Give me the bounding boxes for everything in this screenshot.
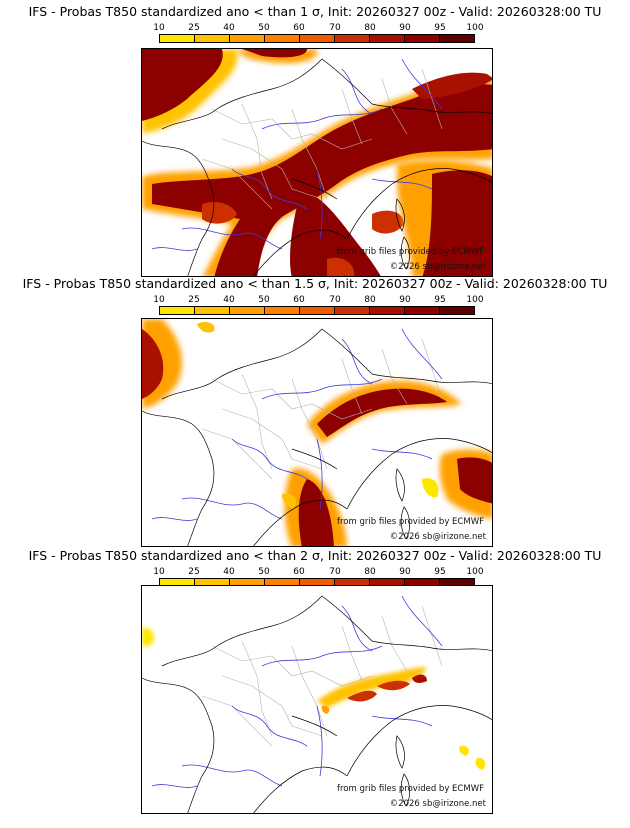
region-borders	[201, 605, 443, 747]
colorbar-tick: 80	[364, 23, 376, 33]
colorbar-segment	[300, 35, 335, 42]
credit-source: from grib files provided by ECMWF	[337, 784, 484, 794]
probability-field	[142, 49, 492, 276]
country-borders	[142, 595, 492, 813]
colorbar: 10 25 40 50 60 70 80 90 95 100	[153, 23, 484, 51]
rivers	[151, 58, 443, 251]
probability-field	[142, 627, 486, 770]
credit-copyright: ©2026 sb@irizone.net	[389, 799, 486, 809]
colorbar-tick: 90	[399, 295, 411, 305]
colorbar-segment	[265, 307, 300, 314]
colorbar-tick: 25	[188, 23, 200, 33]
colorbar-segment	[300, 307, 335, 314]
colorbar-segment	[230, 579, 265, 586]
probability-map: from grib files provided by ECMWF ©2026 …	[141, 48, 493, 277]
colorbar-tick: 95	[434, 23, 446, 33]
map-graphic	[142, 595, 492, 813]
map-graphic	[142, 319, 492, 546]
colorbar-segment	[195, 35, 230, 42]
colorbar-tick: 95	[434, 295, 446, 305]
colorbar-segment	[195, 579, 230, 586]
colorbar-segment	[440, 579, 474, 586]
colorbar-tick: 60	[293, 295, 305, 305]
colorbar-tick: 25	[188, 567, 200, 577]
colorbar-segment	[335, 307, 370, 314]
colorbar-segment	[335, 35, 370, 42]
credit-source: from grib files provided by ECMWF	[337, 517, 484, 527]
colorbar-tick: 100	[466, 295, 484, 305]
colorbar-tick: 70	[329, 23, 341, 33]
rivers	[151, 595, 443, 788]
colorbar-tick: 50	[258, 567, 270, 577]
colorbar-tick: 40	[223, 567, 235, 577]
colorbar-segment	[230, 307, 265, 314]
colorbar-tick: 40	[223, 295, 235, 305]
colorbar-segment	[335, 579, 370, 586]
region-borders	[201, 338, 443, 480]
colorbar-tick: 95	[434, 567, 446, 577]
colorbar-segment	[300, 579, 335, 586]
probability-map: from grib files provided by ECMWF ©2026 …	[141, 585, 493, 814]
colorbar-strip	[159, 34, 475, 43]
colorbar-segment	[160, 579, 195, 586]
colorbar-tick: 90	[399, 567, 411, 577]
panel-3: IFS - Probas T850 standardized ano < tha…	[0, 548, 630, 820]
colorbar-segment	[440, 307, 474, 314]
colorbar-segment	[405, 579, 440, 586]
credit-copyright: ©2026 sb@irizone.net	[389, 262, 486, 272]
country-borders	[142, 58, 492, 276]
colorbar-tick: 70	[329, 567, 341, 577]
colorbar-tick: 80	[364, 567, 376, 577]
region-borders	[201, 68, 443, 210]
panel-title: IFS - Probas T850 standardized ano < tha…	[28, 548, 602, 563]
colorbar-tick: 10	[153, 295, 165, 305]
colorbar-tick: 10	[153, 23, 165, 33]
colorbar-segment	[230, 35, 265, 42]
panel-1: IFS - Probas T850 standardized ano < tha…	[0, 4, 630, 277]
colorbar-tick: 70	[329, 295, 341, 305]
country-borders	[142, 328, 492, 546]
colorbar-segment	[405, 35, 440, 42]
panel-title: IFS - Probas T850 standardized ano < tha…	[22, 276, 608, 291]
colorbar-tick: 60	[293, 23, 305, 33]
colorbar-tick: 60	[293, 567, 305, 577]
colorbar-segment	[195, 307, 230, 314]
colorbar-tick: 90	[399, 23, 411, 33]
colorbar-segment	[160, 35, 195, 42]
colorbar-segment	[370, 307, 405, 314]
colorbar-segment	[160, 307, 195, 314]
colorbar-tick: 10	[153, 567, 165, 577]
colorbar-strip	[159, 306, 475, 315]
colorbar-tick: 40	[223, 23, 235, 33]
colorbar-tick: 80	[364, 295, 376, 305]
colorbar-segment	[370, 35, 405, 42]
rivers	[151, 328, 443, 521]
colorbar-segment	[370, 579, 405, 586]
colorbar-segment	[265, 579, 300, 586]
map-graphic	[142, 49, 492, 276]
colorbar-segment	[440, 35, 474, 42]
colorbar-tick: 50	[258, 295, 270, 305]
colorbar-tick: 100	[466, 567, 484, 577]
colorbar-tick: 25	[188, 295, 200, 305]
panel-2: IFS - Probas T850 standardized ano < tha…	[0, 276, 630, 548]
probability-field	[142, 319, 492, 546]
colorbar: 10 25 40 50 60 70 80 90 95 100	[153, 295, 484, 323]
credit-source: from grib files provided by ECMWF	[337, 247, 484, 257]
panel-title: IFS - Probas T850 standardized ano < tha…	[28, 4, 602, 19]
colorbar-segment	[405, 307, 440, 314]
colorbar-segment	[265, 35, 300, 42]
probability-map: from grib files provided by ECMWF ©2026 …	[141, 318, 493, 547]
colorbar-tick: 100	[466, 23, 484, 33]
colorbar-tick: 50	[258, 23, 270, 33]
credit-copyright: ©2026 sb@irizone.net	[389, 532, 486, 542]
